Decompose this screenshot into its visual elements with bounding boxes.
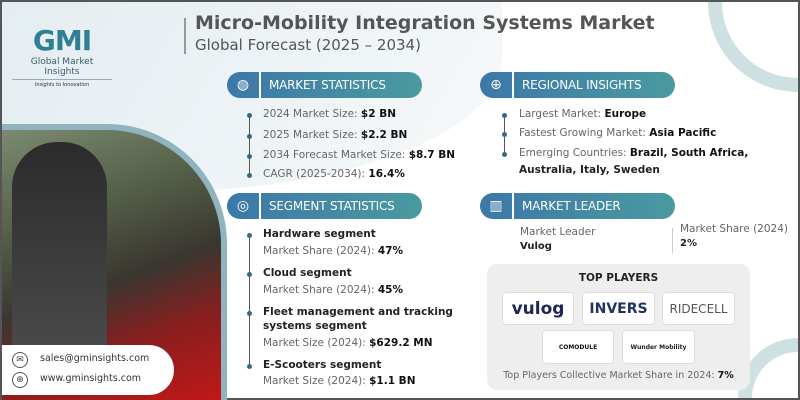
- gmi-logo: GMI Global Market Insights Insights to I…: [12, 24, 112, 88]
- segment-statistics-header: ◎ SEGMENT STATISTICS: [227, 193, 422, 219]
- segment-name: Cloud segment: [263, 267, 352, 279]
- bullet: [247, 311, 252, 316]
- page-title: Micro-Mobility Integration Systems Marke…: [195, 12, 655, 34]
- stat-2024-size: 2024 Market Size: $2 BN: [263, 108, 396, 120]
- segment-name: E-Scooters segment: [263, 359, 382, 371]
- top-players-share: Top Players Collective Market Share in 2…: [503, 370, 734, 381]
- top-players-title: TOP PLAYERS: [578, 272, 659, 284]
- stat-2025-size: 2025 Market Size: $2.2 BN: [263, 129, 408, 141]
- bullet: [247, 272, 252, 277]
- segment-name-cont: systems segment: [263, 320, 367, 332]
- top-players-panel: TOP PLAYERS vulog INVERS RIDECELL COMODU…: [487, 264, 750, 390]
- regional-insights-header: ⊕ REGIONAL INSIGHTS: [480, 72, 675, 98]
- segment-name: Hardware segment: [263, 228, 376, 240]
- market-leader-header: ▥ MARKET LEADER: [480, 193, 675, 219]
- logo-name: Global Market Insights: [12, 57, 112, 80]
- page-subtitle: Global Forecast (2025 – 2034): [195, 36, 421, 54]
- logo-tagline: Insights to Innovation: [34, 82, 90, 88]
- timeline-line: [249, 115, 250, 175]
- bullet: [247, 173, 252, 178]
- logo-ridecell: RIDECELL: [662, 292, 735, 325]
- bullet: [247, 233, 252, 238]
- section-label: MARKET LEADER: [522, 199, 621, 213]
- logo-invers: INVERS: [582, 292, 655, 325]
- segment-name: Fleet management and tracking: [263, 306, 453, 318]
- bullet: [247, 154, 252, 159]
- emerging-countries-cont: Australia, Italy, Sweden: [519, 164, 660, 176]
- emerging-countries: Emerging Countries: Brazil, South Africa…: [519, 147, 749, 159]
- globe-icon: ⊕: [480, 72, 514, 98]
- logo-mark: GMI: [32, 24, 92, 57]
- segment-metric: Market Share (2024): 45%: [263, 284, 403, 296]
- contact-panel: ✉ sales@gminsights.com ⊕ www.gminsights.…: [2, 345, 174, 395]
- leader-share-value: 2%: [680, 238, 697, 249]
- segment-metric: Market Size (2024): $629.2 MN: [263, 337, 433, 349]
- bullet: [247, 364, 252, 369]
- logo-wunder-mobility: Wunder Mobility: [622, 330, 695, 364]
- bullet: [247, 134, 252, 139]
- title-divider: [184, 18, 186, 54]
- website-link[interactable]: www.gminsights.com: [40, 373, 142, 384]
- fastest-growing-market: Fastest Growing Market: Asia Pacific: [519, 127, 717, 139]
- globe-chart-icon: ◍: [227, 72, 261, 98]
- section-label: REGIONAL INSIGHTS: [522, 78, 642, 92]
- decorative-ring: [708, 2, 798, 92]
- leader-label: Market Leader: [520, 226, 596, 238]
- leader-share-label: Market Share (2024): [680, 223, 788, 235]
- bullet: [502, 132, 507, 137]
- leader-value: Vulog: [520, 241, 552, 252]
- email-link[interactable]: sales@gminsights.com: [40, 353, 150, 364]
- bar-chart-icon: ▥: [480, 193, 514, 219]
- leader-divider: [672, 228, 673, 253]
- segment-metric: Market Size (2024): $1.1 BN: [263, 375, 416, 387]
- target-icon: ◎: [227, 193, 261, 219]
- bullet: [502, 113, 507, 118]
- stat-cagr: CAGR (2025-2034): 16.4%: [263, 168, 405, 180]
- bullet: [247, 113, 252, 118]
- largest-market: Largest Market: Europe: [519, 108, 647, 120]
- bullet: [502, 152, 507, 157]
- stat-2034-size: 2034 Forecast Market Size: $8.7 BN: [263, 149, 456, 161]
- section-label: SEGMENT STATISTICS: [269, 199, 395, 213]
- market-statistics-header: ◍ MARKET STATISTICS: [227, 72, 422, 98]
- segment-metric: Market Share (2024): 47%: [263, 245, 403, 257]
- section-label: MARKET STATISTICS: [269, 78, 386, 92]
- logo-vulog: vulog: [502, 292, 574, 325]
- person-silhouette: [12, 142, 107, 352]
- logo-comodule: COMODULE: [542, 330, 614, 364]
- mail-icon: ✉: [12, 352, 28, 368]
- timeline-line: [249, 235, 250, 365]
- globe-icon: ⊕: [12, 372, 28, 388]
